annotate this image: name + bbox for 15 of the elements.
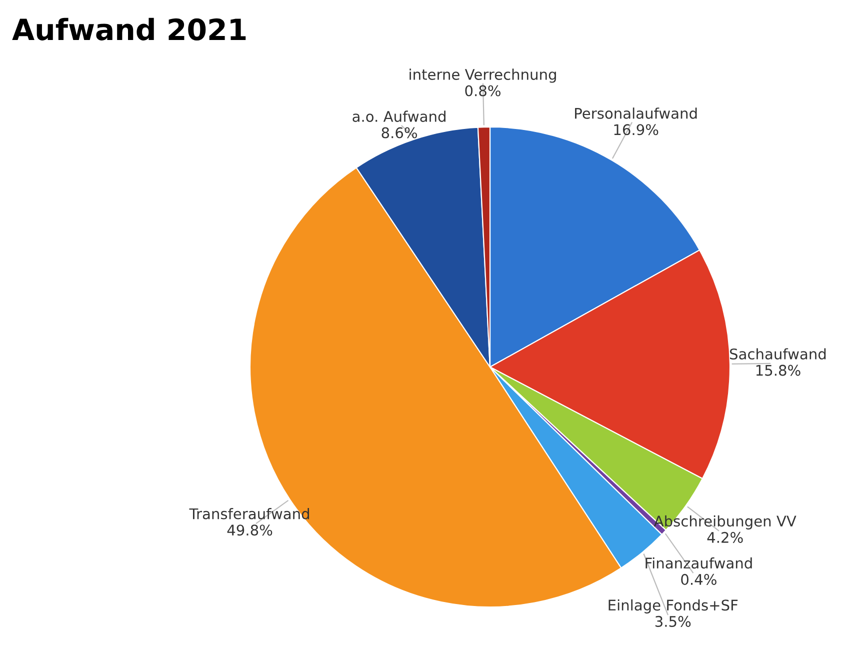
chart-title: Aufwand 2021 [12,18,246,40]
data-label: 0.4% [681,574,716,585]
data-label: 4.2% [707,532,743,543]
slice-label: Sachaufwand [730,348,826,360]
slice-label: Finanzaufwand [646,557,752,569]
data-label: 3.5% [655,616,691,627]
data-label: 49.8% [227,524,272,536]
data-label: 16.9% [614,124,658,136]
slice-label: interne Verrechnung [410,68,556,83]
slice-label: Einlage Fonds+SF [608,599,738,614]
slice-label: Personalaufwand [575,108,697,119]
data-label: 8.6% [382,127,418,138]
data-label: 0.8% [465,85,500,96]
slice-label: a.o. Aufwand [352,110,446,122]
data-label: 15.8% [756,364,800,376]
